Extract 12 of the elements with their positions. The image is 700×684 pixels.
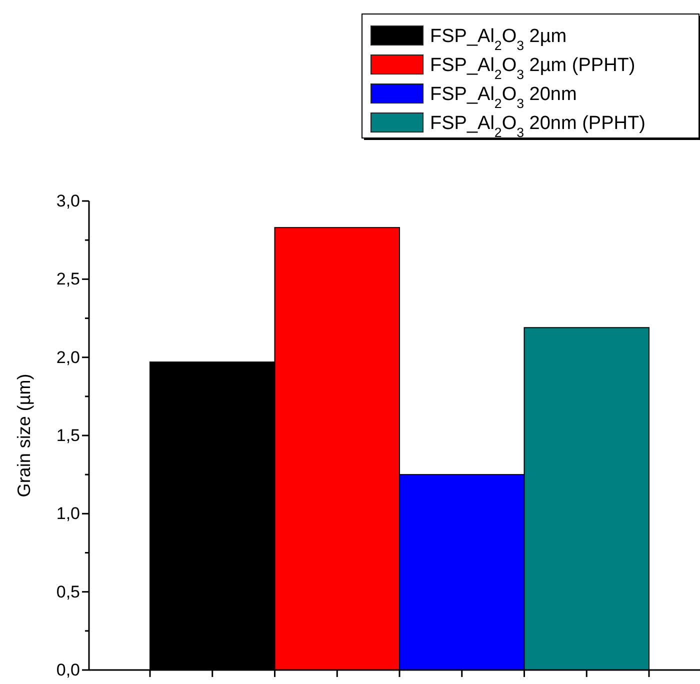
legend-label: FSP_Al$_{2}$O$_{3}$ 20nm	[430, 84, 577, 110]
legend-label: FSP_Al$_{2}$O$_{3}$ 2µm (PPHT)	[430, 55, 636, 82]
y-tick-label: 2,5	[56, 270, 80, 289]
legend-label: FSP_Al$_{2}$O$_{3}$ 2µm	[430, 26, 567, 52]
y-tick-label: 2,0	[56, 348, 80, 367]
y-axis-title: Grain size (µm)	[14, 374, 34, 498]
y-tick-label: 0,0	[56, 660, 80, 680]
y-tick-label: 1,5	[56, 426, 80, 445]
y-tick-label: 3,0	[56, 191, 80, 210]
y-tick-label: 0,5	[56, 582, 80, 602]
legend-label: FSP_Al$_{2}$O$_{3}$ 20nm (PPHT)	[430, 113, 646, 140]
y-tick-label: 1,0	[56, 504, 80, 524]
